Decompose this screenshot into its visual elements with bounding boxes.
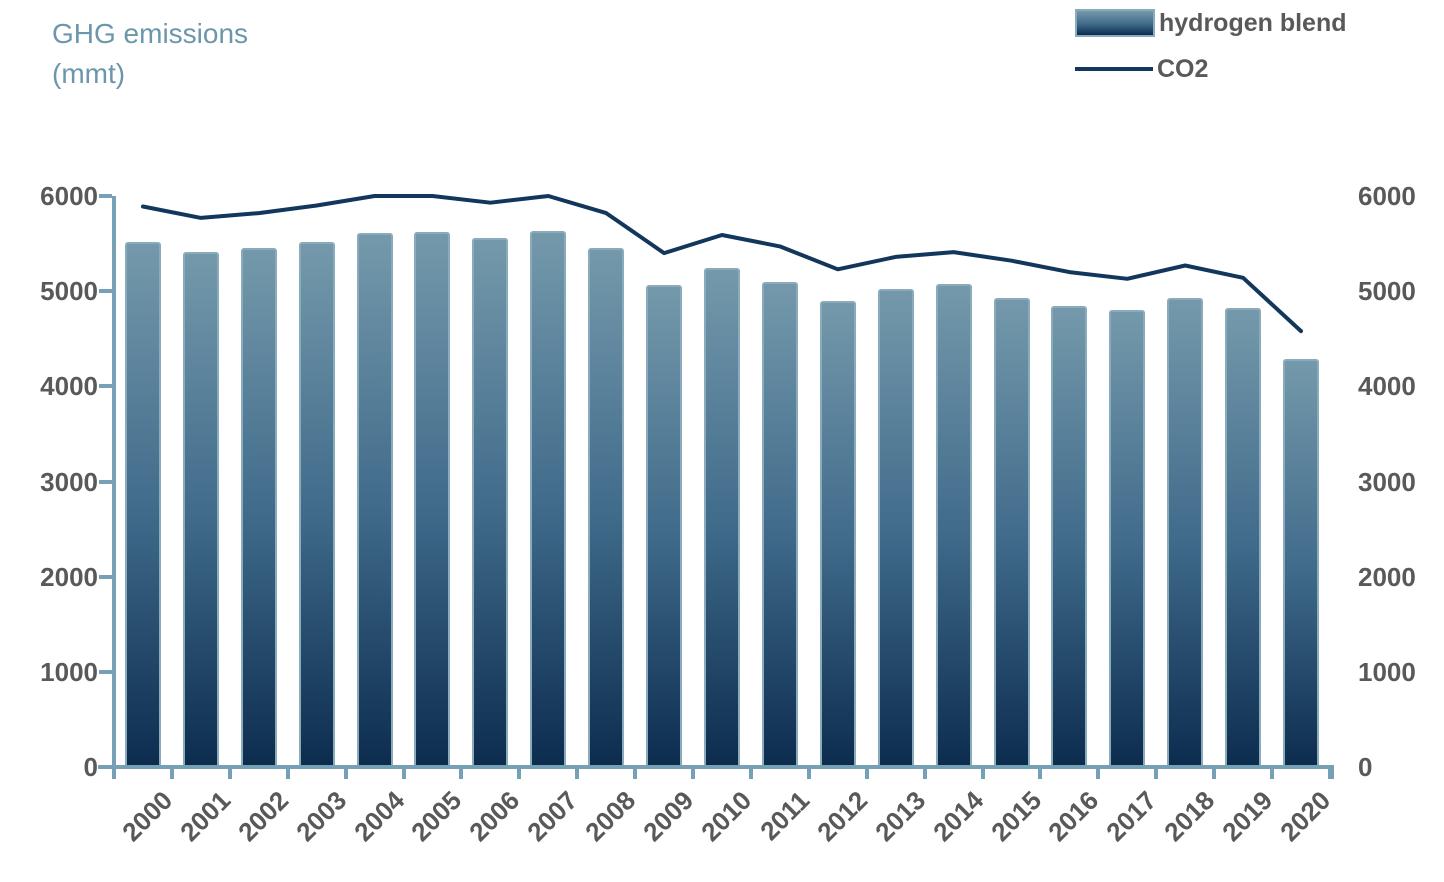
hydrogen-blend-bar-2007 (530, 231, 567, 767)
y-axis-right-label-2000: 2000 (1358, 561, 1416, 592)
hydrogen-blend-bar-2016 (1051, 306, 1088, 767)
x-axis-tick (980, 767, 985, 779)
y-axis-right-label-1000: 1000 (1358, 656, 1416, 687)
y-axis-right-label-6000: 6000 (1358, 181, 1416, 211)
hydrogen-blend-bar-2009 (646, 284, 683, 767)
x-axis-tick (401, 767, 406, 779)
y-axis-right-label-5000: 5000 (1358, 276, 1416, 307)
x-axis-tick (1154, 767, 1159, 779)
y-axis-left-label-1000: 1000 (40, 656, 98, 687)
x-axis-tick (169, 767, 174, 779)
chart-title-line1: GHG emissions (52, 18, 249, 49)
hydrogen-blend-bar-2013 (877, 289, 914, 767)
y-axis-left-label-3000: 3000 (40, 466, 98, 497)
y-axis-tick (99, 289, 112, 294)
bar-swatch-icon (1075, 9, 1155, 37)
hydrogen-blend-bar-2018 (1167, 297, 1204, 767)
x-axis-tick (1212, 767, 1217, 779)
hydrogen-blend-bar-2014 (935, 283, 972, 767)
legend-item-co2: CO2 (1075, 54, 1435, 84)
x-axis-tick (459, 767, 464, 779)
x-axis-tick (748, 767, 753, 779)
x-axis-tick (575, 767, 580, 779)
hydrogen-blend-bar-2006 (472, 237, 509, 767)
x-axis-tick (227, 767, 232, 779)
y-axis-left-label-4000: 4000 (40, 371, 98, 402)
hydrogen-blend-bar-2020 (1283, 358, 1320, 767)
x-axis-tick (806, 767, 811, 779)
hydrogen-blend-bar-2002 (240, 248, 277, 767)
line-swatch-icon (1075, 67, 1153, 71)
hydrogen-blend-bar-2010 (704, 268, 740, 767)
hydrogen-blend-bar-2001 (182, 252, 219, 767)
hydrogen-blend-bar-2003 (298, 241, 335, 767)
y-axis-right-label-0: 0 (1358, 752, 1373, 782)
x-axis-tick (633, 767, 638, 779)
y-axis-tick (99, 384, 112, 389)
x-axis-end-tick (1330, 767, 1334, 779)
x-axis-tick (1328, 767, 1332, 779)
y-axis-right-label-4000: 4000 (1358, 371, 1416, 402)
x-axis-tick (691, 767, 696, 779)
y-axis-tick (99, 194, 112, 198)
plot-area (114, 194, 1330, 767)
y-axis-tick (99, 479, 112, 484)
hydrogen-blend-bar-2017 (1109, 310, 1146, 767)
x-axis-tick (1096, 767, 1101, 779)
chart-title: GHG emissions (mmt) (52, 14, 248, 94)
x-axis-tick (112, 767, 116, 779)
y-axis-tick (99, 574, 112, 579)
legend-label: CO2 (1157, 54, 1209, 83)
hydrogen-blend-bar-2005 (414, 232, 451, 767)
hydrogen-blend-bar-2011 (761, 281, 798, 767)
legend-label: hydrogen blend (1159, 8, 1347, 37)
co2-line (141, 194, 1303, 334)
y-axis-left-label-2000: 2000 (40, 561, 98, 592)
legend-item-hydrogen-blend: hydrogen blend (1075, 8, 1435, 38)
x-axis-tick (1270, 767, 1275, 779)
x-axis-tick (864, 767, 869, 779)
hydrogen-blend-bar-2015 (993, 297, 1030, 767)
hydrogen-blend-bar-2004 (356, 233, 393, 767)
hydrogen-blend-bar-2000 (124, 241, 161, 767)
y-axis-line (112, 196, 116, 779)
x-axis-tick (517, 767, 522, 779)
y-axis-left-label-5000: 5000 (40, 276, 98, 307)
x-axis-tick (343, 767, 348, 779)
x-axis-tick (285, 767, 290, 779)
hydrogen-blend-bar-2019 (1225, 308, 1262, 767)
x-axis-line (98, 765, 1334, 769)
hydrogen-blend-bar-2012 (819, 300, 856, 767)
x-axis-tick (922, 767, 927, 779)
legend: hydrogen blend CO2 (1075, 8, 1435, 100)
y-axis-right-label-3000: 3000 (1358, 466, 1416, 497)
hydrogen-blend-bar-2008 (588, 248, 625, 767)
chart-title-line2: (mmt) (52, 57, 126, 89)
x-axis-tick (1038, 767, 1043, 779)
y-axis-left-label-6000: 6000 (40, 181, 98, 211)
y-axis-left-label-0: 0 (83, 752, 98, 782)
y-axis-tick (99, 765, 112, 769)
y-axis-tick (99, 669, 112, 674)
